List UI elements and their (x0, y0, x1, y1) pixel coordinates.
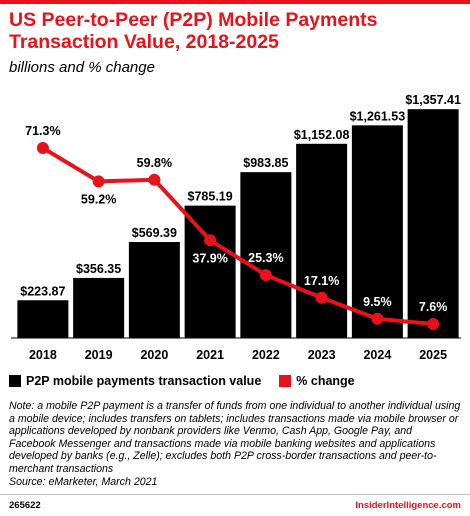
pct-change-marker (204, 234, 217, 247)
bar-value-label: $356.35 (76, 262, 121, 276)
x-tick-label: 2024 (363, 348, 391, 362)
pct-change-marker (36, 142, 49, 154)
bar-value-label: $785.19 (188, 190, 233, 204)
x-tick-label: 2019 (85, 348, 113, 362)
bar-2019 (73, 277, 125, 338)
footer-divider (0, 494, 470, 495)
bar-value-label: $223.87 (20, 284, 65, 298)
legend-swatch-bars (9, 375, 21, 387)
bar-2020 (128, 242, 180, 338)
pct-change-marker (427, 318, 440, 330)
pct-change-marker (92, 175, 105, 188)
legend-swatch-line (279, 375, 292, 387)
bar-2022 (240, 172, 292, 338)
pct-change-marker (315, 291, 328, 304)
chart-title: US Peer-to-Peer (P2P) Mobile Payments Tr… (9, 9, 378, 53)
bar-value-label: $1,152.08 (294, 128, 350, 142)
x-tick-label: 2020 (140, 348, 168, 362)
chart-subtitle: billions and % change (9, 59, 155, 76)
bar-2021 (184, 205, 236, 338)
pct-change-label: 37.9% (192, 251, 227, 265)
x-tick-label: 2018 (29, 348, 57, 362)
pct-change-marker (371, 312, 384, 325)
chart-note: Note: a mobile P2P payment is a transfer… (9, 400, 461, 488)
bar-2025 (407, 109, 459, 338)
bar-2023 (296, 143, 348, 338)
bar-value-label: $1,261.53 (350, 109, 406, 123)
footer: 265622 InsiderIntelligence.com (9, 500, 461, 512)
pct-change-label: 25.3% (248, 251, 283, 265)
bar-2024 (351, 125, 403, 338)
pct-change-label: 7.6% (419, 300, 448, 314)
pct-change-line (41, 146, 434, 326)
chart-legend: P2P mobile payments transaction value % … (9, 373, 373, 389)
pct-change-label: 59.8% (137, 156, 172, 170)
chart-plot: $223.87 2018 $356.35 2019 $569.39 2020 $785.19… (11, 93, 461, 362)
x-tick-label: 2025 (419, 348, 447, 362)
x-tick-label: 2023 (308, 348, 336, 362)
x-tick-label: 2022 (252, 348, 280, 362)
pct-change-label: 17.1% (304, 274, 339, 288)
pct-change-label: 59.2% (81, 192, 116, 206)
pct-change-label: 9.5% (363, 295, 392, 309)
legend-item-bars: P2P mobile payments transaction value (9, 374, 261, 388)
pct-change-marker (259, 269, 272, 282)
source-text: Source: eMarketer, March 2021 (9, 475, 158, 488)
pct-change-marker (148, 173, 161, 186)
legend-item-line: % change (279, 374, 355, 388)
legend-label-bars: P2P mobile payments transaction value (26, 374, 262, 388)
pct-change-label: 71.3% (25, 124, 60, 138)
top-accent-rule (0, 0, 470, 4)
chart-id: 265622 (9, 500, 41, 511)
brand-link[interactable]: InsiderIntelligence.com (355, 500, 461, 511)
bar-value-label: $1,357.41 (405, 93, 461, 107)
legend-label-line: % change (296, 374, 355, 388)
note-text: Note: a mobile P2P payment is a transfer… (9, 400, 461, 475)
x-tick-label: 2021 (196, 348, 224, 362)
bar-value-label: $983.85 (243, 156, 288, 170)
bar-value-label: $569.39 (132, 226, 177, 240)
bar-2018 (17, 300, 69, 338)
